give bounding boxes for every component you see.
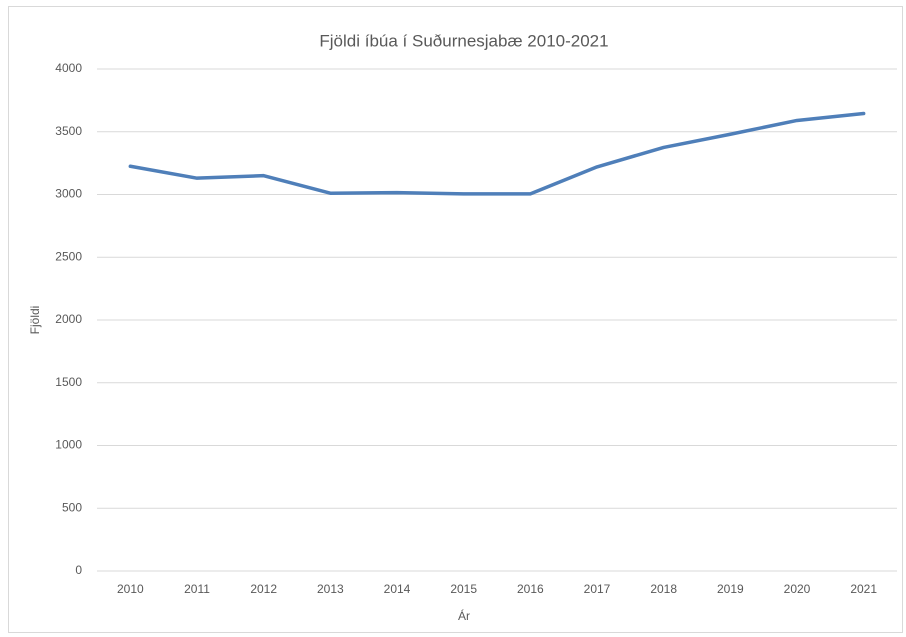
x-tick-label: 2021: [850, 582, 877, 596]
x-tick-label: 2020: [784, 582, 811, 596]
chart-title: Fjöldi íbúa í Suðurnesjabæ 2010-2021: [319, 31, 608, 50]
y-tick-label: 1500: [55, 375, 82, 389]
data-line: [128, 111, 866, 196]
x-tick-label: 2011: [184, 582, 210, 596]
x-tick-label: 2010: [117, 582, 144, 596]
x-tick-label: 2014: [384, 582, 411, 596]
x-tick-label: 2013: [317, 582, 344, 596]
x-tick-label: 2016: [517, 582, 544, 596]
y-tick-label: 3500: [55, 124, 82, 138]
x-tick-label: 2018: [650, 582, 677, 596]
y-tick-label: 1000: [55, 438, 82, 452]
y-tick-label: 3000: [55, 187, 82, 201]
y-tick-label: 4000: [55, 61, 82, 75]
y-axis-title: Fjöldi: [28, 306, 42, 335]
y-tick-label: 2000: [55, 312, 82, 326]
y-tick-label: 2500: [55, 249, 82, 263]
x-tick-label: 2017: [584, 582, 611, 596]
y-tick-label: 500: [62, 500, 82, 514]
x-tick-label: 2012: [250, 582, 277, 596]
x-tick-label: 2015: [450, 582, 477, 596]
x-tick-label: 2019: [717, 582, 744, 596]
y-tick-label: 0: [75, 563, 82, 577]
x-axis-title: Ár: [458, 608, 470, 623]
